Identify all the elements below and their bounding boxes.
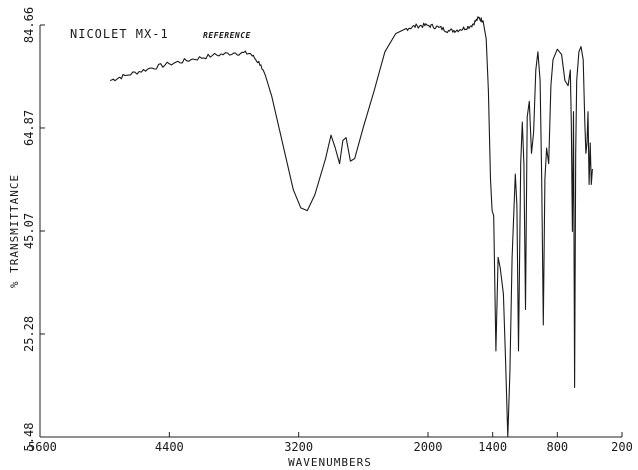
x-tick-label: 4400: [155, 440, 184, 454]
x-tick-label: 3200: [284, 440, 313, 454]
x-tick-group: 5600 4400 3200 2000 1400 800 200: [28, 432, 633, 454]
y-tick-label: 45.07: [22, 213, 36, 249]
y-tick-label: 25.28: [22, 316, 36, 352]
spectrum-trace: [109, 16, 593, 438]
y-tick-group: 5.48 25.28 45.07 64.87 84.66: [22, 7, 45, 452]
x-axis-title: WAVENUMBERS: [288, 456, 372, 469]
x-tick-label: 200: [611, 440, 633, 454]
y-tick-label: 84.66: [22, 7, 36, 43]
x-tick-label: 5600: [28, 440, 57, 454]
chart-subtitle: REFERENCE: [203, 31, 251, 40]
x-tick-label: 2000: [414, 440, 443, 454]
y-tick-label: 64.87: [22, 110, 36, 146]
x-tick-label: 1400: [478, 440, 507, 454]
chart-title: NICOLET MX-1: [70, 27, 169, 41]
x-tick-label: 800: [546, 440, 568, 454]
y-tick-label: 5.48: [22, 423, 36, 452]
y-axis-title: % TRANSMITTANCE: [8, 174, 21, 288]
